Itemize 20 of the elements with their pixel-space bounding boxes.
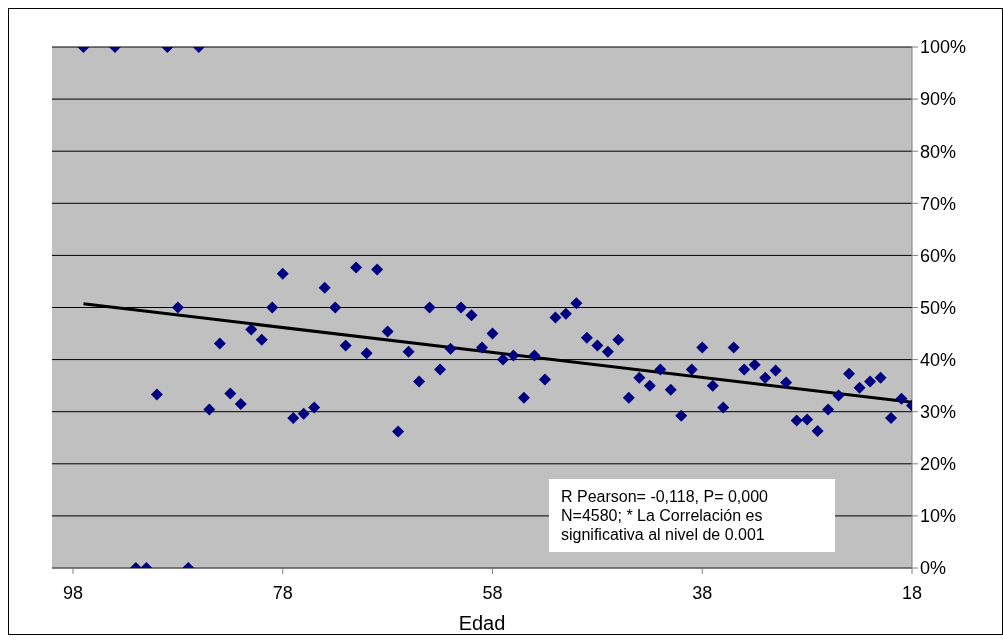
y-tick-label: 40% <box>920 349 957 370</box>
annotation: R Pearson= -0,118, P= 0,000 <box>561 487 769 506</box>
x-tick-label: 98 <box>62 582 83 603</box>
y-tick-label: 50% <box>920 297 957 318</box>
y-tick-label: 90% <box>920 89 957 110</box>
text-box: R Pearson= -0,118, P= 0,000 N=4580; * La Correlación es significativa al nivel de 0.001 <box>549 479 835 552</box>
y-tick-label: 0% <box>920 558 947 579</box>
x-axis-title: Edad <box>458 612 506 634</box>
y-tick-label: 60% <box>920 245 957 266</box>
annotation: N=4580; * La Correlación es significativa al nivel de 0.001 <box>561 506 766 544</box>
y-tick-label: 100% <box>920 37 967 58</box>
x-tick-label: 18 <box>901 582 923 603</box>
y-tick-label: 10% <box>920 506 957 527</box>
x-tick-label: 78 <box>272 582 293 603</box>
y-tick-label: 20% <box>920 454 957 475</box>
x-tick-label: 58 <box>482 582 503 603</box>
y-tick-label: 70% <box>920 193 957 214</box>
y-tick-label: 30% <box>920 402 957 423</box>
y-tick-label: 80% <box>920 141 957 162</box>
x-tick-label: 38 <box>692 582 713 603</box>
